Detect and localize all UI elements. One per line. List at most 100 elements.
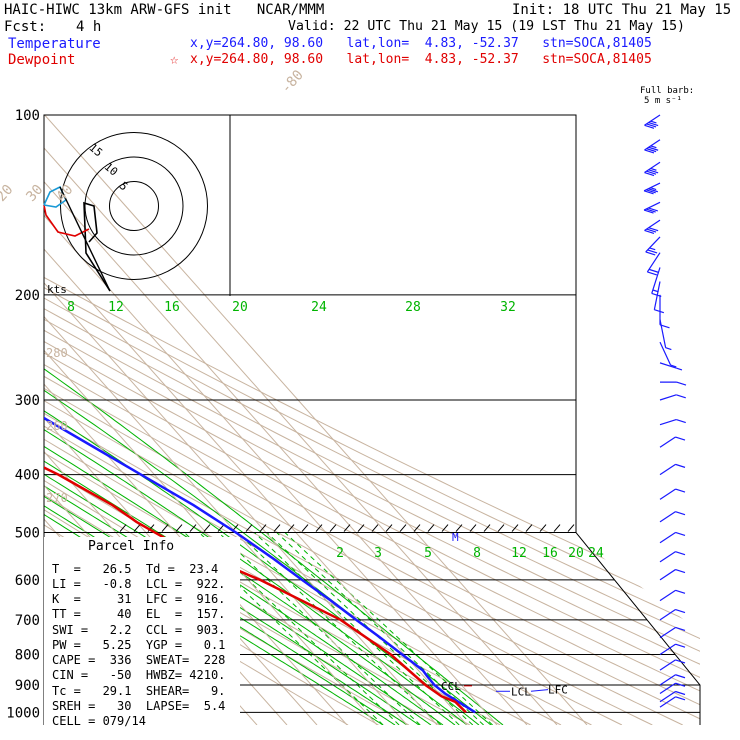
barb-legend-units: 5 m s⁻¹ — [644, 96, 682, 106]
parcel-row: CIN = -50 HWBZ= 4210. — [52, 668, 226, 682]
barb-flag — [650, 145, 657, 149]
parcel-row: LI = -0.8 LCL = 922. — [52, 577, 226, 591]
parcel-row: T = 26.5 Td = 23.4 — [52, 562, 219, 576]
fcst-value: 4 h — [76, 19, 102, 35]
barb-flag — [676, 381, 687, 386]
isotherm — [44, 115, 498, 725]
barb-flag — [648, 268, 659, 273]
hodograph-ring — [84, 156, 184, 256]
barb-flag — [675, 659, 686, 664]
wind-barb — [659, 690, 686, 703]
mixing-ratio-label: 2 — [336, 546, 344, 561]
wind-barb — [659, 551, 686, 563]
hodograph-ring — [60, 132, 208, 280]
barb-staff — [659, 341, 672, 366]
hatch-mark — [483, 524, 491, 532]
barb-flag — [643, 209, 654, 214]
dry-adiabat — [44, 115, 623, 725]
isotherm-label: 40 — [53, 182, 76, 205]
hatch-mark — [301, 524, 309, 532]
mixing-ratio-line — [237, 532, 442, 725]
isotherm — [44, 115, 378, 725]
hatch-mark — [427, 524, 435, 532]
hatch-mark — [287, 524, 295, 532]
barb-staff — [646, 252, 661, 273]
pressure-tick-label: 300 — [15, 393, 40, 409]
isotherm-label: 30 — [23, 182, 46, 205]
hodograph-ring — [109, 181, 159, 231]
barb-flag — [644, 171, 655, 177]
dry-adiabat — [44, 115, 683, 725]
wind-barb — [659, 531, 686, 544]
barb-flag — [644, 124, 655, 129]
mixing-ratio-line — [266, 532, 474, 725]
pressure-tick-label: 700 — [15, 613, 40, 629]
isotherm — [44, 115, 348, 725]
plot-frame — [43, 114, 701, 725]
barb-flag — [675, 690, 686, 696]
hatch-mark — [245, 524, 253, 532]
barb-staff — [659, 690, 676, 703]
theta-label: 260 — [46, 419, 68, 433]
hatch-mark — [399, 524, 407, 532]
barb-flag — [675, 488, 686, 493]
dry-adiabat — [44, 115, 700, 725]
moist-adiabat — [44, 294, 444, 725]
mixing-ratio-label: 5 — [424, 546, 432, 561]
barb-staff — [659, 589, 676, 602]
wind-barb — [644, 114, 661, 129]
temperature-station-info: x,y=264.80, 98.60 lat,lon= 4.83, -52.37 … — [190, 36, 652, 51]
barb-legend-title: Full barb: — [640, 86, 695, 96]
moist-adiabat — [44, 294, 468, 725]
barb-staff — [659, 394, 677, 401]
barb-flag — [648, 207, 658, 212]
barb-flag — [648, 188, 658, 193]
barb-staff — [659, 626, 676, 639]
parcel-row: PW = 5.25 YGP = 0.1 — [52, 638, 226, 652]
model-title: HAIC-HIWC 13km ARW-GFS init NCAR/MMM — [4, 2, 325, 18]
thetae-label: 16 — [164, 300, 180, 315]
isotherm — [44, 115, 408, 725]
lcl-label: LCL — [511, 685, 531, 698]
barb-flag — [676, 394, 686, 399]
wind-barb — [659, 341, 677, 368]
barb-flag — [654, 309, 665, 314]
barb-flag — [675, 551, 686, 556]
pressure-tick-label: 900 — [15, 678, 40, 694]
barb-flag — [646, 189, 656, 194]
valid-time: Valid: 22 UTC Thu 21 May 15 (19 LST Thu … — [288, 19, 685, 34]
parcel-row: CAPE = 336 SWEAT= 228 — [52, 653, 226, 667]
hatch-mark — [161, 524, 169, 532]
wind-barb — [659, 319, 672, 351]
barb-staff — [659, 659, 676, 671]
isotherm — [0, 115, 17, 725]
thetae-label: 32 — [500, 300, 516, 315]
wind-barb — [659, 589, 686, 602]
isotherm — [44, 115, 468, 725]
hatch-mark — [455, 524, 463, 532]
parcel-row: TT = 40 EL = 157. — [52, 607, 226, 621]
thetae-label: 12 — [108, 300, 124, 315]
parcel-row: K = 31 LFC = 916. — [52, 592, 226, 606]
hatch-mark — [553, 524, 561, 532]
wind-barb — [645, 236, 661, 256]
barb-flag — [648, 227, 659, 232]
parcel-row: CELL = 079/14 — [52, 714, 146, 728]
barb-staff — [653, 281, 661, 310]
hatch-mark — [385, 524, 393, 532]
dewpoint-legend: Dewpoint — [8, 52, 76, 68]
parcel-row: SREH = 30 LAPSE= 5.4 — [52, 699, 226, 713]
pressure-tick-label: 1000 — [6, 705, 40, 721]
thetae-label: 20 — [232, 300, 248, 315]
theta-label: 280 — [46, 346, 68, 360]
hatch-mark — [203, 524, 211, 532]
barb-flag — [675, 608, 686, 614]
hodograph-ring-label: 5 — [117, 179, 130, 193]
lfc-marker — [530, 689, 549, 692]
dry-adiabat — [44, 115, 700, 725]
mixing-ratio-label: 24 — [588, 546, 604, 561]
barb-flag — [670, 364, 677, 368]
wind-barb — [659, 488, 686, 500]
thetae-label: 28 — [405, 300, 421, 315]
